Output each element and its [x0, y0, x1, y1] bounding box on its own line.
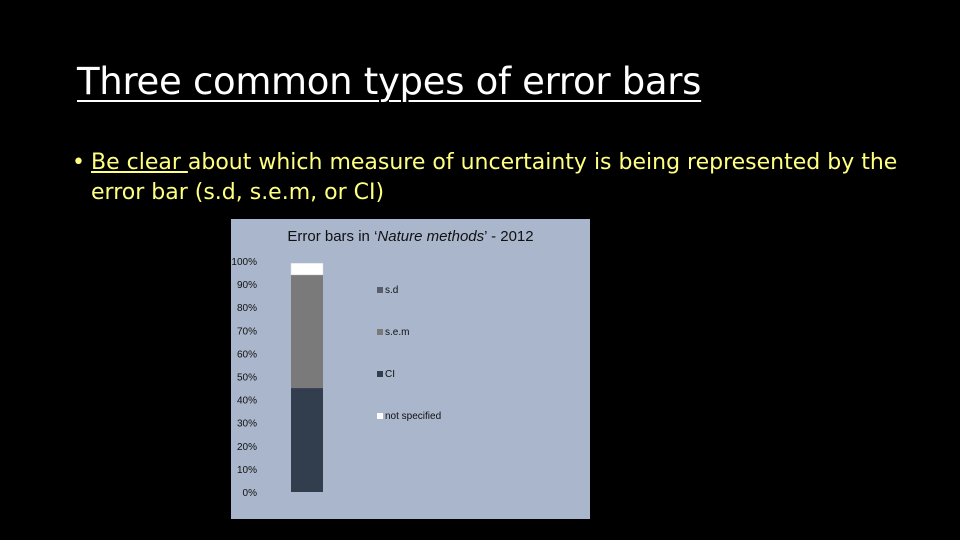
y-tick-label: 100% — [231, 257, 257, 268]
bar-segment-s-e-m — [291, 274, 323, 389]
legend-label: not specified — [385, 411, 441, 422]
legend-label: s.d — [385, 285, 398, 296]
bar-segment-ci — [291, 388, 323, 492]
chart-title: Error bars in ‘Nature methods’ - 2012 — [231, 228, 590, 245]
y-tick-label: 0% — [243, 488, 258, 499]
y-tick-label: 10% — [237, 465, 257, 476]
chart-title-suffix: ’ - 2012 — [484, 228, 534, 245]
legend-label: s.e.m — [385, 327, 409, 338]
legend-label: CI — [385, 369, 395, 380]
y-tick-label: 20% — [237, 442, 257, 453]
slide-title: Three common types of error bars — [77, 60, 702, 103]
legend-swatch — [377, 413, 383, 419]
bullet-rest: about which measure of uncertainty is be… — [91, 150, 898, 205]
chart-title-italic: Nature methods — [377, 228, 485, 245]
chart-plot: 0% 10% 20% 30% 40% 50% 60% 70% 80% 90% 100% s.d s.e.… — [231, 257, 441, 499]
y-tick-label: 80% — [237, 303, 257, 314]
legend-swatch — [377, 371, 383, 377]
y-tick-label: 40% — [237, 396, 257, 407]
bullet-point: • Be clear about which measure of uncert… — [72, 148, 902, 208]
chart-title-prefix: Error bars in ‘ — [287, 228, 378, 245]
y-tick-label: 70% — [237, 326, 257, 337]
y-tick-label: 90% — [237, 280, 257, 291]
chart: Error bars in ‘Nature methods’ - 2012 0%… — [231, 219, 590, 519]
y-tick-label: 60% — [237, 349, 257, 360]
bar-segment-not-specified — [290, 263, 324, 276]
legend-swatch — [377, 287, 383, 293]
bullet-marker: • — [72, 150, 85, 175]
legend-swatch — [377, 329, 383, 335]
y-tick-label: 30% — [237, 419, 257, 430]
y-tick-label: 50% — [237, 373, 257, 384]
bullet-text: Be clear about which measure of uncertai… — [72, 148, 902, 208]
bullet-emphasis: Be clear — [91, 150, 188, 175]
